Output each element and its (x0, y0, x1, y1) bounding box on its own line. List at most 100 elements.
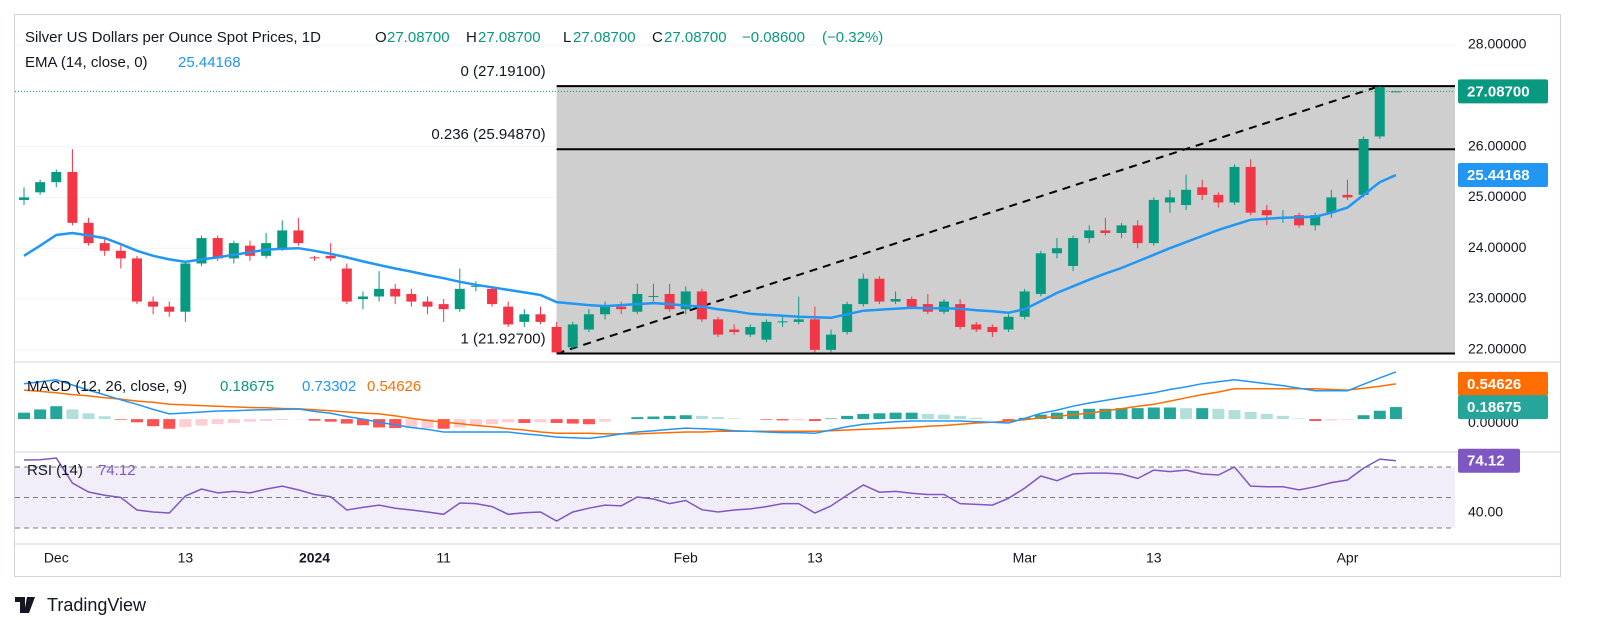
candle-body (680, 291, 691, 310)
fib-label: 1 (21.92700) (461, 331, 546, 348)
rsi-legend: RSI (14) (27, 462, 83, 479)
candle-body (1261, 210, 1272, 216)
macd-hist (1357, 415, 1370, 420)
ohlc-value: 27.08700 (387, 29, 450, 46)
macd-hist (712, 417, 725, 420)
hist-axis-label-box (1458, 395, 1548, 420)
candle-body (390, 288, 401, 297)
macd-hist (243, 419, 256, 422)
macd-hist (1228, 410, 1241, 420)
ohlc-prefix: C (652, 29, 663, 46)
candle-body (35, 182, 46, 193)
macd-hist (389, 419, 402, 429)
fib-label: 0.236 (25.94870) (431, 126, 545, 143)
macd-hist (50, 406, 63, 420)
macd-hist (582, 419, 595, 425)
macd-hist (18, 412, 30, 420)
candle-body (1390, 91, 1401, 93)
hist-axis-label: 0.18675 (1467, 399, 1521, 416)
macd-hist (792, 419, 805, 421)
candle-body (745, 326, 756, 335)
macd-hist (260, 419, 273, 422)
candle-body (1035, 253, 1046, 294)
candle-body (987, 326, 998, 333)
brand-name: TradingView (47, 595, 147, 615)
macd-hist (760, 419, 773, 420)
candle-body (1342, 194, 1353, 198)
candle-body (1197, 187, 1208, 195)
candle-body (777, 321, 788, 323)
macd-hist (227, 419, 240, 423)
candle-body (374, 288, 385, 297)
macd-hist (728, 418, 741, 420)
candle-body (470, 285, 481, 287)
macd-value: 0.73302 (302, 378, 356, 395)
candle-body (519, 314, 530, 322)
candle-body (180, 263, 191, 312)
candle-body (890, 299, 901, 302)
candle-body (309, 257, 320, 259)
candle-body (906, 299, 917, 307)
candle-body (793, 319, 804, 322)
macd-hist (356, 419, 369, 426)
candle-body (228, 243, 239, 259)
candle-body (131, 258, 142, 302)
candle-body (1374, 86, 1385, 137)
rsi-axis-label-box (1458, 448, 1520, 473)
change: −0.08600 (742, 29, 805, 46)
macd-hist (937, 414, 950, 420)
fib-label: 0 (27.19100) (461, 63, 546, 80)
macd-hist (889, 412, 902, 420)
candle-body (1310, 215, 1321, 226)
macd-hist (954, 415, 967, 420)
macd-hist (437, 419, 450, 429)
ema-legend: EMA (14, close, 0) (25, 54, 148, 71)
candle-body (874, 278, 885, 302)
candle-body (826, 334, 836, 350)
y-tick-label: 25.00000 (1468, 188, 1527, 204)
candle-body (1181, 189, 1192, 206)
x-tick-label: 13 (178, 550, 194, 566)
candle-body (632, 293, 643, 312)
candle-body (406, 293, 417, 302)
candle-body (422, 301, 433, 307)
ohlc-prefix: O (375, 29, 387, 46)
candle-body (1132, 225, 1143, 244)
candle-body (341, 268, 352, 302)
macd-hist (1260, 413, 1273, 420)
ema-price-label-box (1458, 162, 1548, 187)
macd-hist (405, 419, 418, 429)
candle-body (487, 288, 498, 305)
candle-body (438, 304, 449, 310)
candle-body (955, 304, 966, 327)
candle-body (1294, 215, 1305, 226)
ema-line (23, 173, 1397, 320)
y-tick-label: 24.00000 (1468, 239, 1527, 255)
macd-hist (599, 419, 612, 422)
x-tick-label: 2024 (299, 550, 330, 566)
last-price-label: 27.08700 (1467, 83, 1530, 100)
chart-title: Silver US Dollars per Ounce Spot Prices,… (25, 29, 321, 46)
macd-hist (1196, 408, 1209, 420)
candle-body (293, 230, 304, 244)
macd-hist (970, 417, 983, 420)
y-tick-label: 28.00000 (1468, 36, 1527, 52)
candle-body (567, 324, 578, 348)
x-tick-label: 13 (807, 550, 823, 566)
y-tick-label: 26.00000 (1468, 137, 1527, 153)
macd-hist (1341, 419, 1354, 420)
macd-hist (1002, 419, 1015, 422)
rsi-axis-label: 74.12 (1467, 453, 1505, 470)
y-tick-label: 23.00000 (1468, 290, 1527, 306)
macd-hist (211, 419, 224, 424)
rsi-legend-value: 74.12 (98, 462, 136, 479)
macd-hist (276, 419, 289, 421)
candle-body (535, 314, 546, 322)
candle-body (1019, 291, 1030, 317)
macd-hist (1276, 415, 1289, 420)
ohlc-prefix: L (563, 29, 571, 46)
macd-hist (324, 419, 337, 422)
candle-body (600, 306, 611, 315)
macd-hist (98, 416, 111, 420)
